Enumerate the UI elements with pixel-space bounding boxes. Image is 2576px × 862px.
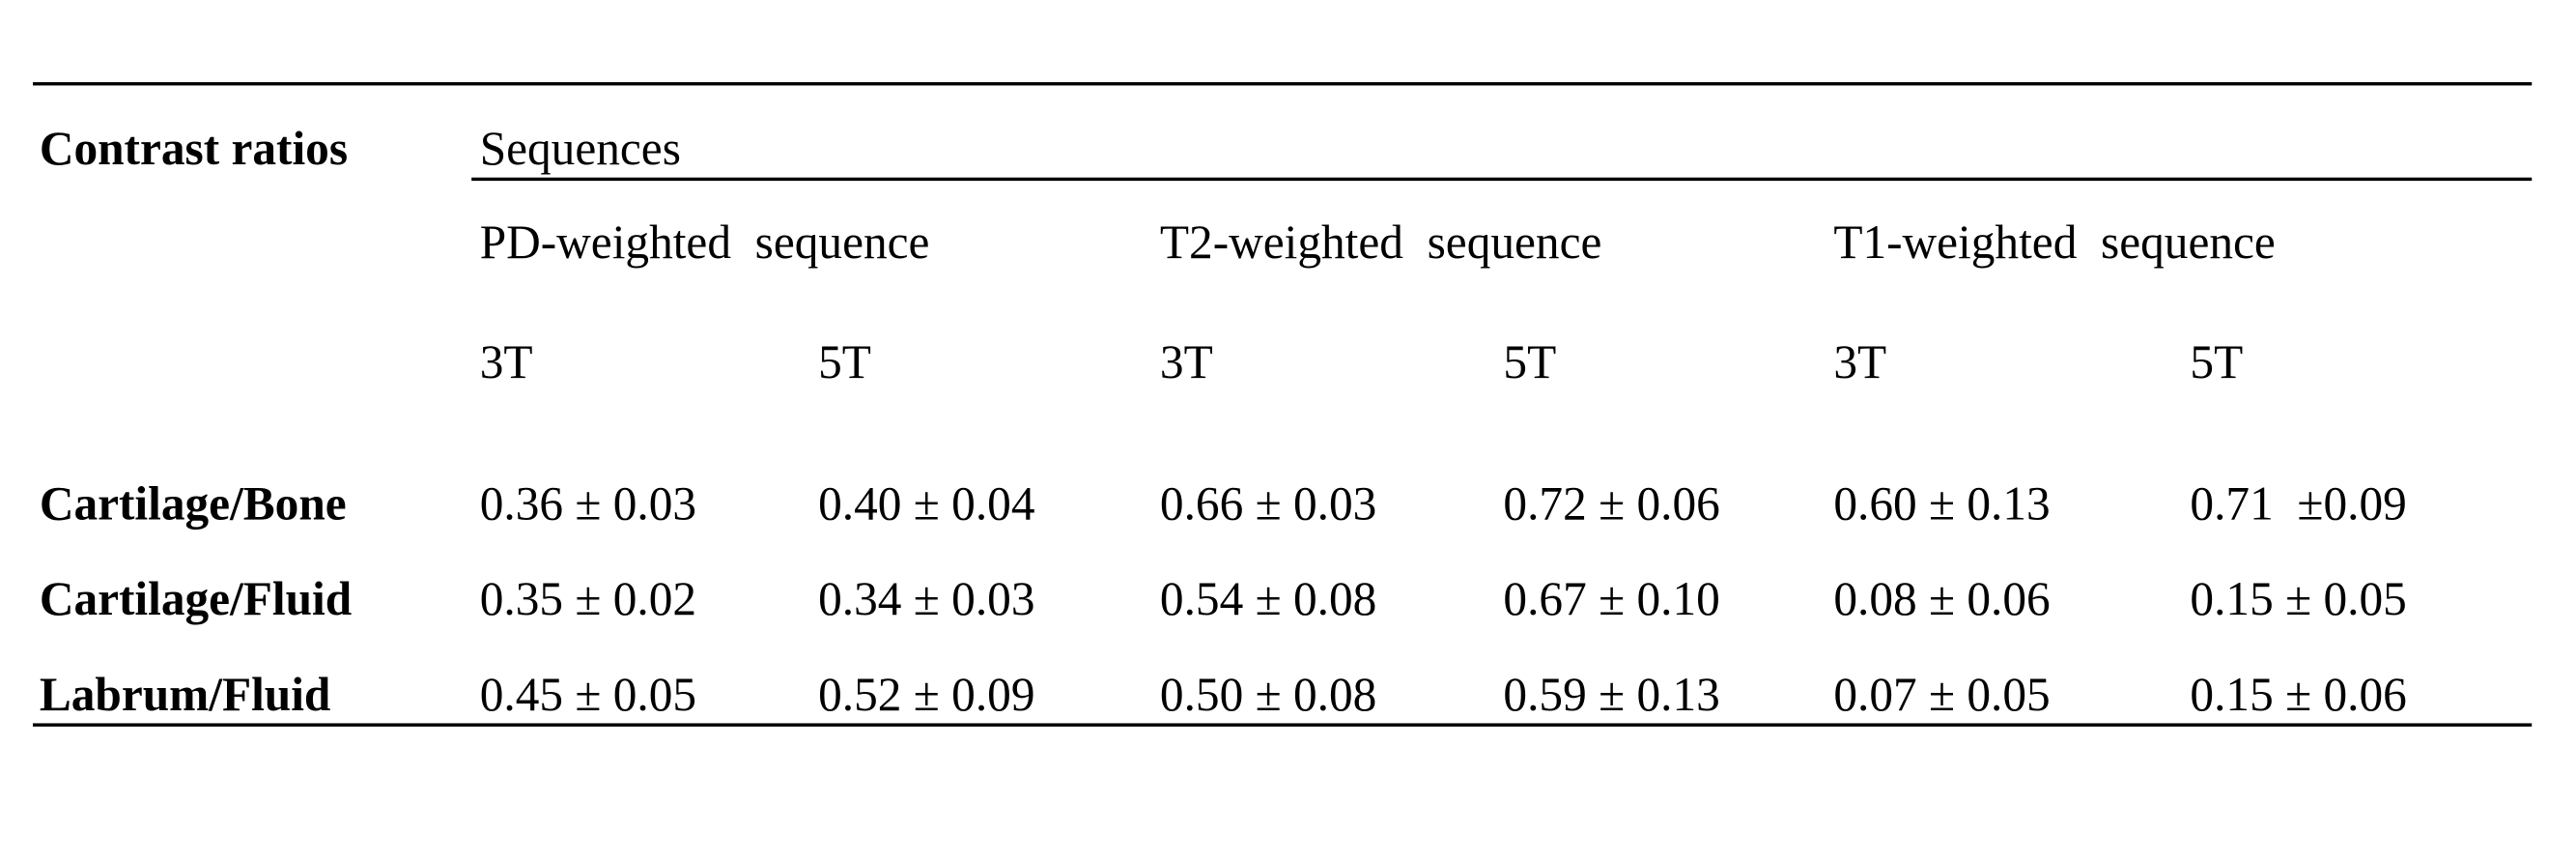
table-cell: 0.59 ± 0.13 xyxy=(1503,669,1720,722)
table-cell: 0.45 ± 0.05 xyxy=(479,669,697,722)
sequence-header-pd: PD-weighted sequence xyxy=(479,216,930,270)
top-rule xyxy=(33,82,2533,85)
table-cell: 0.52 ± 0.09 xyxy=(818,669,1035,722)
field-strength-header: 5T xyxy=(2190,336,2244,390)
table-cell: 0.71 ±0.09 xyxy=(2190,477,2407,532)
table-cell: 0.67 ± 0.10 xyxy=(1503,573,1720,627)
table-cell: 0.72 ± 0.06 xyxy=(1503,477,1720,532)
table-cell: 0.66 ± 0.03 xyxy=(1159,477,1377,532)
field-strength-header: 3T xyxy=(1159,336,1213,390)
table-cell: 0.50 ± 0.08 xyxy=(1159,669,1377,722)
sequence-header-t1: T1-weighted sequence xyxy=(1833,216,2276,270)
table-cell: 0.34 ± 0.03 xyxy=(818,573,1035,627)
stub-header: Contrast ratios xyxy=(39,123,349,177)
row-label: Cartilage/Bone xyxy=(39,477,347,532)
table-cell: 0.36 ± 0.03 xyxy=(479,477,697,532)
bottom-rule xyxy=(33,723,2533,726)
table-cell: 0.60 ± 0.13 xyxy=(1833,477,2051,532)
sequence-header-t2: T2-weighted sequence xyxy=(1159,216,1602,270)
table-cell: 0.08 ± 0.06 xyxy=(1833,573,2051,627)
field-strength-header: 3T xyxy=(1833,336,1887,390)
row-label: Labrum/Fluid xyxy=(39,669,331,722)
group-header: Sequences xyxy=(479,123,681,177)
table-cell: 0.40 ± 0.04 xyxy=(818,477,1035,532)
row-label: Cartilage/Fluid xyxy=(39,573,353,627)
field-strength-header: 5T xyxy=(1503,336,1557,390)
group-rule xyxy=(471,177,2533,181)
table-cell: 0.54 ± 0.08 xyxy=(1159,573,1377,627)
field-strength-header: 5T xyxy=(818,336,871,390)
table-cell: 0.07 ± 0.05 xyxy=(1833,669,2051,722)
table-cell: 0.15 ± 0.06 xyxy=(2190,669,2407,722)
table-cell: 0.15 ± 0.05 xyxy=(2190,573,2407,627)
field-strength-header: 3T xyxy=(479,336,533,390)
table-cell: 0.35 ± 0.02 xyxy=(479,573,697,627)
